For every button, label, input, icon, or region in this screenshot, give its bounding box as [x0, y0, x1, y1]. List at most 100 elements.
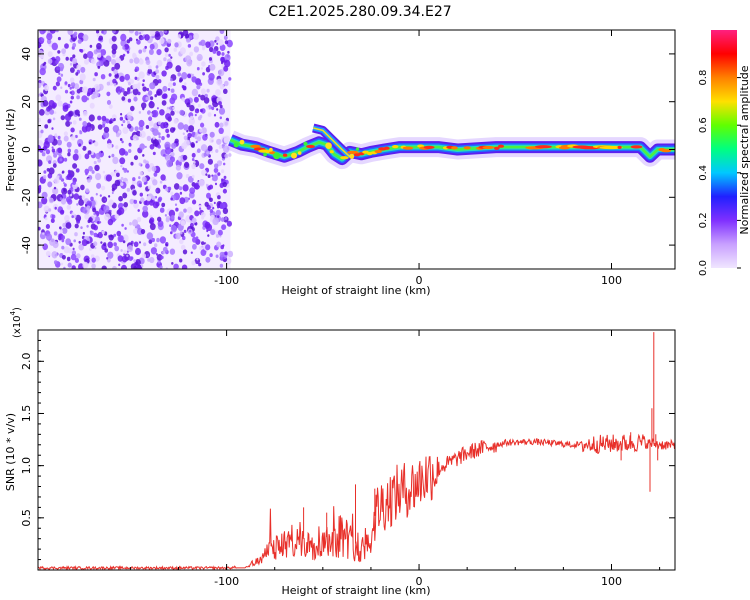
noise-blob — [79, 130, 82, 133]
noise-blob — [83, 53, 88, 59]
noise-blob — [51, 42, 58, 51]
signal-hotspot — [347, 150, 359, 154]
noise-blob — [103, 126, 110, 133]
noise-blob — [196, 136, 201, 142]
noise-blob — [80, 66, 86, 73]
noise-blob — [69, 86, 72, 90]
noise-blob — [107, 241, 113, 249]
noise-blob — [165, 243, 168, 247]
noise-blob — [199, 108, 203, 113]
noise-blob — [74, 149, 79, 154]
noise-blob — [69, 121, 73, 125]
noise-blob — [134, 66, 140, 72]
noise-blob — [75, 168, 80, 173]
noise-blob — [163, 57, 167, 62]
noise-blob — [145, 163, 150, 169]
noise-blob — [150, 247, 157, 255]
noise-blob — [150, 96, 154, 101]
signal-hotspot — [374, 149, 382, 154]
noise-blob — [173, 47, 178, 52]
noise-blob — [51, 148, 56, 153]
noise-blob — [123, 168, 128, 173]
noise-blob — [193, 96, 199, 103]
noise-blob — [55, 81, 61, 87]
noise-blob — [107, 142, 113, 149]
noise-blob — [181, 97, 185, 102]
noise-blob — [151, 195, 156, 201]
noise-blob — [133, 228, 139, 235]
noise-blob — [59, 67, 64, 72]
noise-blob — [112, 125, 120, 133]
noise-blob — [112, 78, 117, 84]
noise-blob — [214, 121, 220, 128]
noise-blob — [48, 160, 52, 165]
noise-blob — [69, 91, 72, 94]
noise-blob — [179, 47, 186, 55]
noise-blob — [94, 246, 97, 250]
noise-blob — [105, 118, 110, 124]
noise-blob — [102, 120, 106, 125]
noise-blob — [38, 79, 42, 84]
noise-blob — [70, 77, 75, 83]
noise-blob — [149, 82, 156, 90]
noise-blob — [109, 209, 112, 213]
snr-scale-factor: (x104) — [9, 307, 23, 338]
noise-blob — [204, 93, 208, 98]
spectrogram-y-tick-label: 20 — [20, 95, 33, 109]
noise-blob — [93, 160, 97, 165]
noise-blob — [67, 83, 71, 88]
noise-blob — [181, 72, 188, 80]
noise-blob — [84, 58, 89, 65]
noise-blob — [200, 212, 206, 218]
noise-blob — [166, 159, 173, 168]
noise-blob — [66, 256, 71, 262]
noise-blob — [107, 251, 114, 259]
noise-blob — [135, 259, 141, 266]
signal-blob — [325, 142, 332, 149]
noise-blob — [152, 139, 159, 147]
noise-blob — [201, 144, 208, 152]
noise-blob — [56, 139, 63, 146]
noise-blob — [223, 162, 226, 166]
noise-blob — [191, 163, 196, 170]
noise-blob — [141, 264, 144, 268]
noise-blob — [146, 232, 153, 240]
noise-blob — [155, 253, 158, 256]
noise-blob — [122, 53, 126, 57]
noise-blob — [173, 118, 178, 124]
noise-blob — [53, 231, 58, 236]
noise-blob — [154, 94, 157, 98]
noise-blob — [169, 97, 176, 105]
noise-blob — [188, 197, 191, 200]
noise-blob — [145, 125, 150, 129]
noise-blob — [129, 198, 135, 205]
noise-blob — [97, 124, 103, 130]
noise-blob — [72, 153, 79, 161]
noise-blob — [219, 116, 222, 120]
noise-blob — [78, 199, 84, 206]
colorbar-tick-label: 0.0 — [698, 260, 709, 276]
noise-blob — [135, 247, 141, 256]
colorbar-tick-label: 0.6 — [698, 117, 709, 133]
noise-blob — [126, 50, 130, 54]
noise-blob — [198, 204, 202, 208]
noise-blob — [149, 223, 156, 231]
signal-blob — [263, 152, 267, 157]
noise-blob — [170, 56, 173, 59]
noise-blob — [72, 180, 76, 185]
noise-blob — [47, 181, 53, 188]
noise-blob — [108, 104, 113, 109]
noise-blob — [218, 144, 223, 149]
noise-blob — [159, 236, 166, 244]
noise-blob — [60, 86, 63, 89]
noise-blob — [222, 181, 227, 188]
noise-blob — [158, 135, 161, 139]
noise-blob — [108, 73, 112, 77]
noise-blob — [224, 251, 228, 256]
signal-hotspot — [282, 153, 288, 157]
noise-blob — [56, 76, 62, 82]
noise-blob — [221, 52, 225, 56]
noise-blob — [172, 82, 176, 86]
noise-blob — [89, 102, 95, 109]
noise-blob — [124, 227, 127, 230]
